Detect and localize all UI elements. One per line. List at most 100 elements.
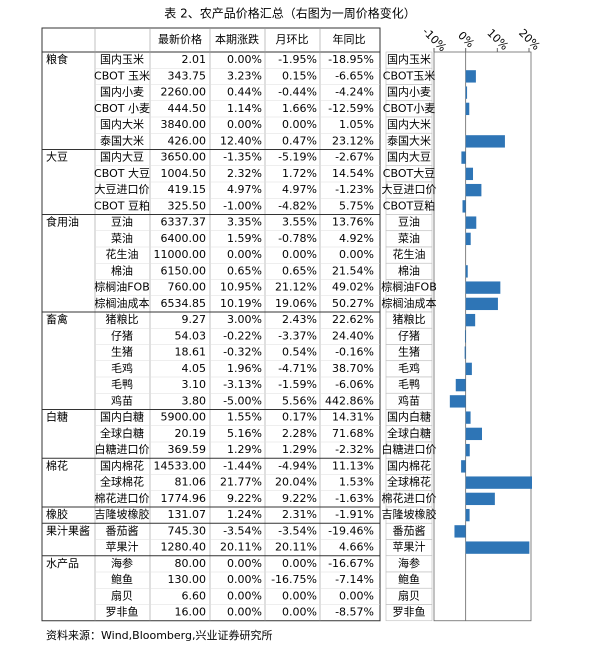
cell: 1004.50 — [161, 167, 207, 180]
cell: -0.16% — [335, 346, 374, 359]
item-name: 番茄酱 — [106, 523, 139, 537]
item-name: CBOT 大豆 — [94, 166, 150, 180]
cell: 10.95% — [220, 281, 262, 294]
bar — [465, 443, 470, 457]
cell: 16.00 — [175, 606, 207, 619]
group-name: 大豆 — [46, 150, 68, 164]
cell: 4.05 — [182, 362, 207, 375]
cell: 5.56% — [282, 394, 317, 407]
cell: 0.65% — [282, 264, 317, 277]
cell: 1.96% — [227, 362, 262, 375]
bar — [465, 411, 471, 424]
header-cell: 月环比 — [276, 33, 309, 46]
cell: 444.50 — [168, 102, 207, 115]
cell: 6.60 — [182, 589, 207, 602]
item-name: 花生油 — [106, 247, 139, 261]
item-name: 棉花进口价 — [95, 491, 150, 505]
cell: 14533.00 — [154, 459, 207, 472]
cell: 0.00% — [282, 606, 317, 619]
cell: 2.43% — [282, 313, 317, 326]
cell: -3.54% — [278, 524, 317, 537]
cell: 24.40% — [332, 329, 374, 342]
y-tick-label: 鸡苗 — [398, 393, 420, 407]
item-name: CBOT 豆粕 — [94, 198, 150, 212]
cell: -5.00% — [223, 394, 262, 407]
bar — [465, 508, 470, 522]
cell: -1.44% — [223, 459, 262, 472]
x-tick-label: 0% — [455, 29, 477, 51]
y-tick-label: 毛鸭 — [398, 378, 420, 391]
cell: 4.97% — [227, 183, 262, 196]
item-name: 棉油 — [111, 263, 133, 277]
item-name: 国内白糖 — [100, 410, 144, 424]
cell: 2.01 — [182, 53, 207, 66]
bar — [462, 200, 466, 213]
cell: 0.65% — [227, 264, 262, 277]
group-name: 橡胶 — [46, 507, 68, 521]
cell: -19.46% — [328, 524, 374, 537]
y-tick-label: 花生油 — [393, 247, 426, 261]
cell: 49.02% — [332, 281, 374, 294]
label-box — [385, 604, 433, 622]
item-name: 国内玉米 — [100, 52, 144, 66]
bar — [454, 525, 466, 538]
item-name: 生猪 — [111, 345, 133, 359]
cell: 12.40% — [220, 134, 262, 147]
bar — [461, 460, 466, 473]
item-name: 国内小麦 — [100, 85, 144, 99]
cell: 9.27 — [182, 313, 207, 326]
cell: 426.00 — [168, 134, 207, 147]
cell: -4.94% — [278, 459, 317, 472]
item-name: CBOT 小麦 — [94, 102, 150, 115]
cell: 0.00% — [339, 248, 374, 261]
cell: -1.35% — [223, 151, 262, 164]
group-name: 白糖 — [46, 410, 68, 424]
item-name: 棕榈油成本 — [95, 296, 150, 310]
y-tick-label: CBOT玉米 — [383, 69, 435, 82]
item-name: 国内大豆 — [100, 150, 144, 164]
bar — [449, 395, 466, 408]
y-tick-label: 白糖进口价 — [382, 442, 437, 456]
y-tick-label: 生猪 — [398, 345, 420, 359]
cell: 3650.00 — [161, 151, 207, 164]
cell: -3.37% — [278, 329, 317, 342]
cell: 3.00% — [227, 313, 262, 326]
cell: 131.07 — [168, 508, 207, 521]
group-name: 果汁果酱 — [46, 523, 90, 537]
y-tick-label: 大豆进口价 — [382, 182, 437, 196]
cell: 11000.00 — [154, 248, 207, 261]
y-tick-label: 国内大豆 — [387, 150, 431, 164]
cell: 50.27% — [332, 297, 374, 310]
group-name: 棉花 — [46, 458, 68, 472]
y-tick-label: 国内玉米 — [387, 52, 431, 66]
bar — [465, 86, 468, 99]
cell: 1.66% — [282, 102, 317, 115]
item-name: 海参 — [111, 556, 133, 570]
cell: 1.53% — [339, 476, 374, 489]
cell: 369.59 — [168, 443, 207, 456]
item-name: 罗非鱼 — [106, 605, 139, 619]
cell: 745.30 — [168, 524, 207, 537]
y-tick-label: 鲍鱼 — [398, 572, 420, 586]
cell: 1.29% — [282, 443, 317, 456]
group-name: 畜禽 — [46, 312, 68, 326]
cell: 10.19% — [220, 297, 262, 310]
cell: 14.31% — [332, 411, 374, 424]
y-tick-label: 毛鸡 — [398, 361, 420, 375]
item-name: 泰国大米 — [100, 133, 144, 147]
y-tick-label: 扇贝 — [398, 588, 420, 602]
cell: 0.00% — [227, 589, 262, 602]
plot-frame — [433, 51, 532, 622]
cell: 2.28% — [282, 427, 317, 440]
item-name: 棕榈油FOB — [94, 280, 150, 294]
bar — [465, 476, 532, 489]
cell: 130.00 — [168, 573, 207, 586]
cell: -7.14% — [335, 573, 374, 586]
cell: -8.57% — [335, 606, 374, 619]
cell: -12.59% — [328, 102, 374, 115]
cell: 13.76% — [332, 216, 374, 229]
cell: 343.75 — [168, 69, 207, 82]
cell: 3.23% — [227, 69, 262, 82]
cell: 325.50 — [168, 199, 207, 212]
cell: 442.86% — [325, 394, 374, 407]
